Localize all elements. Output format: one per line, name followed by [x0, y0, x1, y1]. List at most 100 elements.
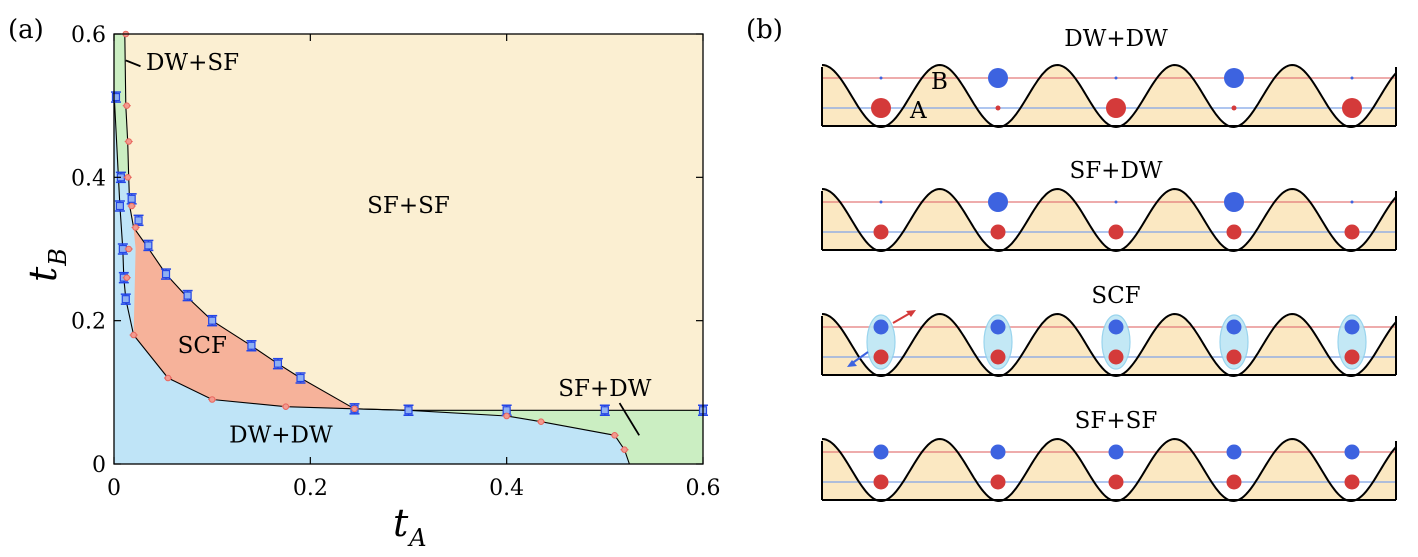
phase-regions [114, 34, 703, 464]
blue-atom [1344, 319, 1360, 335]
state-row-scf: SCF [821, 283, 1397, 378]
blue-point [600, 406, 609, 415]
red-point [621, 446, 628, 453]
blue-atom [1108, 444, 1124, 460]
blue-atom [988, 192, 1008, 212]
blue-point [111, 92, 121, 102]
red-point [611, 432, 618, 439]
x-tick-label: 0.6 [686, 476, 721, 501]
red-point [208, 396, 216, 403]
y-tick-label: 0.6 [71, 23, 106, 48]
x-tick-label: 0.4 [489, 476, 524, 501]
potential-curve [821, 63, 1397, 129]
boundary-dw_sf_right [124, 34, 355, 410]
state-title: SF+SF [1075, 408, 1158, 434]
region-dw-dw [114, 91, 630, 464]
blue-atom [873, 444, 889, 460]
panel-a-letter: (a) [8, 15, 44, 45]
potential-fill [822, 189, 1396, 251]
blue-point [115, 201, 124, 211]
red-atom [873, 349, 889, 365]
red-arrow-head [906, 310, 916, 317]
red-atom [995, 105, 1001, 111]
region-labels: SF+SF SCF DW+DW SF+DW DW+SF [146, 50, 652, 449]
red-atom [1226, 474, 1242, 490]
red-atom [990, 224, 1006, 240]
axis-ticks: 0 0.2 0.4 0.6 0 0.2 0.4 0.6 [71, 23, 721, 501]
y-tick-label: 0 [92, 453, 106, 478]
red-atom [873, 224, 889, 240]
blue-atom [990, 319, 1006, 335]
blue-point [127, 194, 136, 203]
blue-atom [1224, 192, 1244, 212]
region-label-sf-dw: SF+DW [558, 376, 651, 402]
x-axis-title: tA [393, 501, 427, 552]
label-B: B [931, 69, 948, 95]
blue-atom [1350, 76, 1354, 80]
y-axis-title: tB [21, 248, 72, 282]
red-point [125, 245, 133, 253]
region-label-sf-sf: SF+SF [367, 193, 450, 219]
panel-a: (a) 0 0.2 0.4 0.600.20.40.6 SF+SFSCFDW+DWSF… [8, 15, 721, 552]
red-atom [1108, 474, 1124, 490]
potential-fill [822, 65, 1396, 127]
red-atom [1106, 98, 1126, 118]
red-atom [871, 98, 891, 118]
red-atom [1108, 224, 1124, 240]
blue-arrow-head [847, 360, 857, 367]
state-title: SF+DW [1069, 158, 1162, 184]
blue-atom [1114, 200, 1118, 204]
blue-point [296, 373, 305, 383]
blue-atom [1108, 319, 1124, 335]
y-tick-label: 0.4 [71, 166, 106, 191]
panel-b: (b) DW+DW AB SF+DW SCF SF+SF [746, 15, 1397, 503]
state-title: DW+DW [1064, 26, 1168, 52]
red-point [130, 331, 137, 339]
red-atom [1231, 105, 1237, 111]
potential-fill [822, 314, 1396, 376]
potential-fill [822, 439, 1396, 501]
blue-point [183, 291, 192, 300]
plot-frame [113, 33, 704, 465]
red-atom [990, 349, 1006, 365]
blue-atom [879, 76, 883, 80]
blue-atom [1114, 76, 1118, 80]
blue-atom [1224, 68, 1244, 88]
region-dw-dw-wedge [119, 177, 136, 335]
red-point [132, 224, 139, 231]
blue-point [404, 406, 413, 415]
red-point [125, 138, 133, 145]
boundary-dw_sf_left [114, 91, 355, 410]
blue-atom [1350, 200, 1354, 204]
region-label-scf: SCF [178, 333, 227, 359]
red-atom [873, 474, 889, 490]
y-tick-label: 0.2 [71, 310, 106, 335]
region-sf-dw [354, 408, 703, 464]
red-atom [990, 474, 1006, 490]
blue-atom [1226, 319, 1242, 335]
blue-atom [988, 68, 1008, 88]
red-point [537, 418, 545, 426]
x-tick-label: 0 [107, 476, 121, 501]
state-row-sf-dw: SF+DW [821, 158, 1397, 253]
blue-point [144, 241, 153, 250]
potential-curve [821, 187, 1397, 253]
region-scf [125, 206, 355, 409]
state-row-sf-sf: SF+SF [821, 408, 1397, 503]
red-atom [1226, 349, 1242, 365]
region-label-dw-dw: DW+DW [229, 423, 333, 449]
panel-b-letter: (b) [746, 15, 783, 45]
red-atom [1344, 474, 1360, 490]
red-point [351, 405, 358, 413]
blue-point [134, 216, 143, 225]
blue-atom [990, 444, 1006, 460]
red-point [128, 202, 135, 210]
red-atom [1344, 224, 1360, 240]
blue-arrow [850, 351, 869, 365]
state-row-dw-dw: DW+DW AB [821, 26, 1397, 129]
blue-atom [1344, 444, 1360, 460]
blue-atom [879, 200, 883, 204]
potential-curve [821, 312, 1397, 378]
red-point [123, 274, 131, 281]
